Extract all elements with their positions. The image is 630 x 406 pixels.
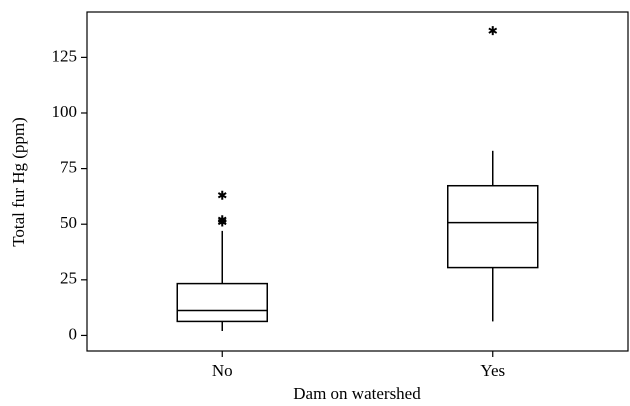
y-tick-label: 125 [52, 46, 78, 65]
y-tick-label: 0 [69, 324, 78, 343]
y-axis-label: Total fur Hg (ppm) [9, 117, 28, 247]
outlier [217, 190, 227, 200]
x-tick-label: Yes [480, 361, 505, 380]
outlier [217, 215, 227, 225]
x-tick-label: No [212, 361, 233, 380]
box [447, 184, 539, 269]
y-tick-label: 75 [60, 158, 77, 177]
y-tick-label: 100 [52, 102, 78, 121]
box [176, 282, 268, 323]
plot-frame [86, 11, 629, 352]
y-tick-label: 25 [60, 269, 77, 288]
outlier [488, 26, 498, 36]
x-axis-label: Dam on watershed [293, 384, 421, 403]
y-tick-label: 50 [60, 213, 77, 232]
